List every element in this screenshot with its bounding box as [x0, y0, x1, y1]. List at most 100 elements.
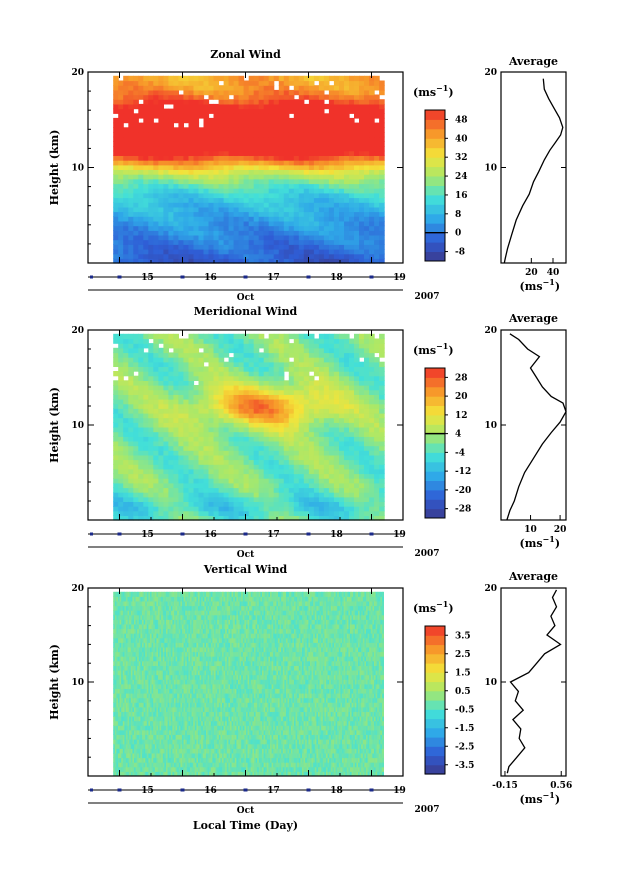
profile-frame — [500, 71, 567, 264]
heatmap-cell — [303, 357, 310, 363]
heatmap-cell — [114, 757, 117, 763]
heatmap-cell — [153, 436, 159, 442]
heatmap-cell — [132, 674, 135, 680]
heatmap-cell — [238, 510, 245, 516]
heatmap-cell — [253, 80, 260, 86]
heatmap-cell — [148, 108, 154, 114]
heatmap-cell — [168, 239, 174, 245]
heatmap-cell — [153, 431, 159, 437]
heatmap-cell — [359, 408, 365, 414]
heatmap-cell — [218, 174, 225, 180]
heatmap-cell — [328, 75, 335, 82]
heatmap-cell — [183, 160, 189, 166]
heatmap-cell — [253, 249, 260, 255]
heatmap-cell — [203, 343, 210, 349]
y-axis-label: Height (km) — [48, 387, 61, 463]
heatmap-cell — [113, 403, 119, 409]
heatmap-cell — [188, 127, 195, 133]
heatmap-cell — [313, 258, 320, 264]
heatmap-cell — [223, 450, 230, 456]
heatmap-cell — [253, 178, 260, 185]
heatmap-cell — [359, 440, 365, 447]
heatmap-cell — [288, 136, 295, 142]
heatmap-cell — [163, 487, 169, 493]
heatmap-cell — [283, 408, 290, 414]
heatmap-cell — [278, 164, 285, 170]
heatmap-cell — [369, 117, 375, 124]
heatmap-cell — [228, 253, 235, 259]
heatmap-cell — [228, 487, 235, 493]
heatmap-cell — [198, 478, 205, 484]
heatmap-cell — [203, 338, 210, 344]
heatmap-cell — [130, 601, 133, 607]
heatmap-cell — [113, 771, 116, 777]
heatmap-cell — [328, 192, 335, 199]
heatmap-cell — [293, 192, 300, 199]
heatmap-cell — [288, 394, 295, 400]
heatmap-cell — [374, 113, 380, 119]
heatmap-cell — [258, 75, 265, 82]
heatmap-cell — [278, 394, 285, 400]
heatmap-cell — [188, 440, 195, 447]
heatmap-cell — [178, 352, 184, 358]
heatmap-cell — [333, 338, 340, 344]
heatmap-cell — [127, 633, 130, 639]
heatmap-cell — [183, 403, 189, 409]
heatmap-cell — [379, 385, 385, 391]
heatmap-cell — [278, 445, 285, 451]
heatmap-cell — [379, 352, 385, 358]
heatmap-cell — [183, 141, 189, 147]
heatmap-cell — [233, 117, 240, 124]
heatmap-cell — [253, 482, 260, 489]
panel-title: Meridional Wind — [194, 305, 298, 318]
heatmap-cell — [138, 501, 144, 507]
heatmap-cell — [379, 103, 385, 110]
heatmap-cell — [118, 725, 120, 731]
heatmap-cell — [238, 338, 245, 344]
heatmap-cell — [113, 440, 119, 447]
heatmap-cell — [303, 113, 310, 119]
heatmap-cell — [228, 357, 235, 363]
heatmap-cell — [138, 216, 144, 222]
heatmap-cell — [268, 132, 275, 138]
heatmap-cell — [128, 380, 134, 386]
heatmap-cell — [323, 426, 330, 433]
heatmap-cell — [173, 169, 179, 175]
heatmap-cell — [253, 108, 260, 114]
heatmap-cell — [238, 403, 245, 409]
heatmap-cell — [369, 94, 375, 100]
heatmap-cell — [173, 127, 179, 133]
heatmap-cell — [122, 693, 125, 699]
heatmap-cell — [118, 601, 120, 607]
heatmap-cell — [253, 408, 260, 414]
heatmap-cell — [123, 99, 129, 105]
heatmap-cell — [148, 206, 154, 213]
heatmap-cell — [258, 178, 265, 185]
heatmap-cell — [193, 127, 200, 133]
heatmap-cell — [364, 75, 370, 82]
heatmap-cell — [283, 155, 290, 161]
heatmap-cell — [148, 496, 154, 502]
heatmap-cell — [293, 436, 300, 442]
heatmap-cell — [122, 729, 125, 735]
heatmap-cell — [163, 431, 169, 437]
heatmap-cell — [278, 482, 285, 489]
heatmap-cell — [122, 762, 125, 768]
heatmap-cell — [248, 136, 255, 142]
heatmap-cell — [119, 688, 122, 694]
heatmap-cell — [198, 225, 205, 231]
heatmap-cell — [143, 127, 149, 133]
heatmap-cell — [308, 361, 315, 367]
heatmap-cell — [126, 665, 128, 671]
heatmap-cell — [218, 426, 225, 433]
heatmap-cell — [379, 155, 385, 161]
heatmap-cell — [328, 225, 335, 231]
heatmap-cell — [369, 85, 375, 91]
heatmap-cell — [133, 380, 139, 386]
heatmap-cell — [248, 174, 255, 180]
heatmap-cell — [218, 136, 225, 142]
heatmap-cell — [173, 496, 179, 502]
heatmap-cell — [258, 253, 265, 259]
heatmap-cell — [328, 408, 335, 414]
heatmap-cell — [374, 496, 380, 502]
